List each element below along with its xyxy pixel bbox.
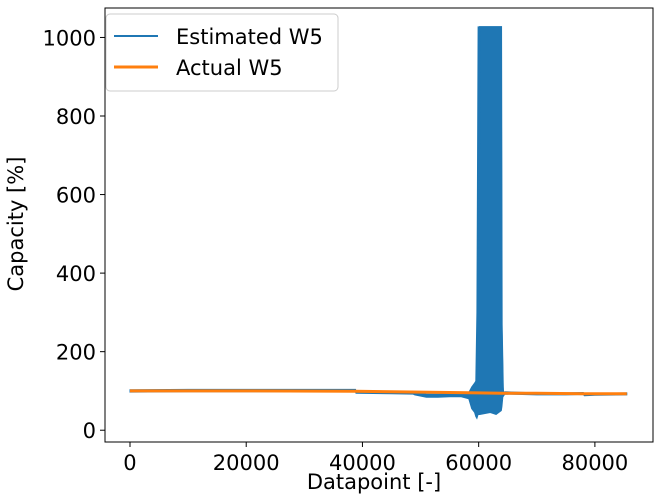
x-tick-label: 60000 [445, 451, 512, 475]
legend: Estimated W5 Actual W5 [105, 13, 339, 92]
legend-label-actual: Actual W5 [176, 56, 283, 80]
y-tick-label: 400 [56, 262, 96, 286]
x-tick-label: 20000 [213, 451, 280, 475]
x-axis: 0 20000 40000 60000 80000 [123, 442, 628, 475]
y-axis-label: Capacity [%] [4, 157, 28, 292]
legend-box [105, 13, 339, 92]
x-tick-label: 0 [123, 451, 136, 475]
y-tick-label: 600 [56, 184, 96, 208]
axes-frame [104, 7, 654, 443]
y-tick-label: 800 [56, 105, 96, 129]
y-tick-label: 1000 [43, 26, 96, 50]
plot-area [104, 7, 654, 443]
x-axis-label: Datapoint [-] [307, 470, 441, 494]
x-tick-label: 40000 [329, 451, 396, 475]
series-actual-w5-line [130, 389, 627, 396]
y-axis: 0 200 400 600 800 1000 [43, 26, 105, 443]
y-tick-label: 200 [56, 341, 96, 365]
y-tick-label: 0 [83, 419, 96, 443]
x-tick-label: 80000 [561, 451, 628, 475]
legend-label-estimated: Estimated W5 [176, 25, 323, 49]
